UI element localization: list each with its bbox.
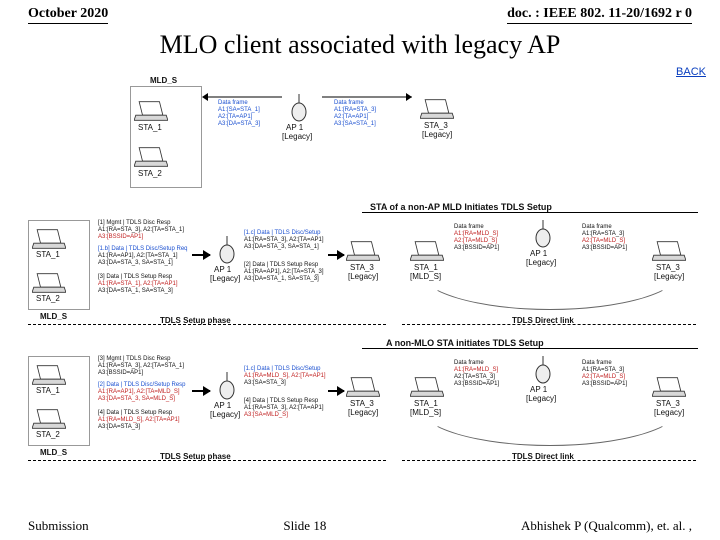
bot-msg4: [1.c] Data | TDLS Disc/Setup [244,366,320,373]
top-sta3-icon [420,98,454,120]
bot-msg5b: A1:[RA=STA_3], A2:[TA=AP1] [244,405,324,412]
mid-sta2-label: STA_2 [36,294,60,303]
bot-msg5: [4] Data | TDLS Setup Resp [244,398,318,405]
bot-msg2b: A1:[RA=AP1], A2:[TA=MLD_S] [98,389,180,396]
bot-sta3-label: STA_3 [350,399,374,408]
mid-msg4: [1.c] Data | TDLS Disc/Setup [244,230,320,237]
top-frame1-l4: A3:[DA=STA_3] [218,121,260,128]
bot-sta1-icon [32,364,66,386]
bot-msg1c: A3:[BSSID=AP1] [98,370,143,377]
bot-msg2: [2] Data | TDLS Disc/Setup Resp [98,382,186,389]
header-docnum: doc. : IEEE 802. 11-20/1692 r 0 [507,6,692,24]
mid-mld-label: MLD_S [40,312,67,321]
bot-title: A non-MLO STA initiates TDLS Setup [386,338,544,348]
mid-arrow2 [328,254,344,256]
mid-title-rule [362,212,698,213]
bot-dframe2: Data frame [582,360,612,367]
top-mld-label: MLD_S [150,76,177,85]
mid-msg2: [1.b] Data | TDLS Disc/Setup Req [98,246,188,253]
bot-msg5c: A3:[SA=MLD_S] [244,412,288,419]
mid-sta3-sub: [Legacy] [348,272,378,281]
mid-msg1c: A3:[BSSID=AP1] [98,234,143,241]
mid-msg2b: A1:[RA=AP1], A2:[TA=STA_1] [98,253,178,260]
bot-arrow1 [192,390,210,392]
bot-sta3-sub: [Legacy] [348,408,378,417]
footer-left: Submission [28,518,89,534]
top-frame1-l2: A1:[SA=STA_1] [218,107,260,114]
bot-msg3c: A3:[DA=STA_3] [98,424,140,431]
mid-ap-label: AP 1 [214,265,231,274]
mid-msg4b: A1:[RA=STA_3], A2:[TA=AP1] [244,237,324,244]
footer-center: Slide 18 [283,518,326,534]
top-frame1-l3: A2:[TA=AP1] [218,114,252,121]
mid-arc [418,230,682,310]
mid-msg3b: A1:[RA=STA_1], A2:[TA=AP1] [98,281,178,288]
mid-msg2c: A3:[DA=STA_3, SA=STA_1] [98,260,173,267]
slide-header: October 2020 doc. : IEEE 802. 11-20/1692… [0,0,720,26]
top-sta3-sub: [Legacy] [422,130,452,139]
bot-dframe1: Data frame [454,360,484,367]
bot-sta2-icon [32,408,66,430]
mid-sta3-label: STA_3 [350,263,374,272]
mid-ap-sub: [Legacy] [210,274,240,283]
mid-phase2: TDLS Direct link [512,316,574,325]
mid-sta3-icon [346,240,380,262]
top-frame2-l3: A2:[TA=AP1] [334,114,368,121]
mid-arrow1 [192,254,210,256]
bot-msg3b: A1:[RA=MLD_S], A2:[TA=AP1] [98,417,180,424]
top-sta3-label: STA_3 [424,121,448,130]
mid-sta1-icon [32,228,66,250]
diagram-area: MLD_S STA_1 STA_2 Data frame A1:[SA=STA_… [22,80,698,500]
bot-title-rule [362,348,698,349]
bot-msg2c: A3:[DA=STA_3, SA=MLD_S] [98,396,175,403]
mid-sta2-icon [32,272,66,294]
bot-msg1: [3] Mgmt | TDLS Disc Resp [98,356,170,363]
bot-msg4c: A3:[SA=STA_3] [244,380,286,387]
bot-ap-label: AP 1 [214,401,231,410]
mid-msg3c: A3:[DA=STA_1, SA=STA_3] [98,288,173,295]
top-sta1-label: STA_1 [138,123,162,132]
mid-dframe1: Data frame [454,224,484,231]
bot-msg3: [4] Data | TDLS Setup Resp [98,410,172,417]
mid-msg5b: A1:[RA=AP1], A2:[TA=STA_3] [244,269,324,276]
top-ap-sub: [Legacy] [282,132,312,141]
top-ap-label: AP 1 [286,123,303,132]
bot-ap-sub: [Legacy] [210,410,240,419]
mid-title: STA of a non-AP MLD Initiates TDLS Setup [370,202,552,212]
top-sta1-icon [134,100,168,122]
mid-msg3: [3] Data | TDLS Setup Resp [98,274,172,281]
mid-ap-icon [218,236,236,264]
mid-msg4c: A3:[DA=STA_3, SA=STA_1] [244,244,319,251]
bot-msg1b: A1:[RA=STA_3], A2:[TA=STA_1] [98,363,184,370]
bot-phase2: TDLS Direct link [512,452,574,461]
bot-mld-label: MLD_S [40,448,67,457]
mid-phase1: TDLS Setup phase [160,316,231,325]
bot-phase1: TDLS Setup phase [160,452,231,461]
bot-ap-icon [218,372,236,400]
footer-right: Abhishek P (Qualcomm), et. al. , [521,518,692,534]
top-frame2-l4: A3:[SA=STA_1] [334,121,376,128]
back-link[interactable]: BACK [676,66,706,78]
mid-msg1b: A1:[RA=STA_3], A2:[TA=STA_1] [98,227,184,234]
bot-msg4b: A1:[RA=MLD_S], A2:[TA=AP1] [244,373,326,380]
bot-sta3-icon [346,376,380,398]
header-date: October 2020 [28,6,108,24]
top-arrows [202,92,422,102]
mid-msg5: [2] Data | TDLS Setup Resp [244,262,318,269]
top-sta2-label: STA_2 [138,169,162,178]
mid-msg5c: A3:[DA=STA_1, SA=STA_3] [244,276,319,283]
mid-sta1-label: STA_1 [36,250,60,259]
mid-msg1: [1] Mgmt | TDLS Disc Resp [98,220,170,227]
bot-sta2-label: STA_2 [36,430,60,439]
top-sta2-icon [134,146,168,168]
mid-dframe2: Data frame [582,224,612,231]
bot-arrow2 [328,390,344,392]
slide-footer: Submission Slide 18 Abhishek P (Qualcomm… [0,518,720,534]
slide-title: MLO client associated with legacy AP [0,26,720,62]
top-frame2-l2: A1:[RA=STA_3] [334,107,376,114]
bot-sta1-label: STA_1 [36,386,60,395]
bot-arc [418,366,682,446]
